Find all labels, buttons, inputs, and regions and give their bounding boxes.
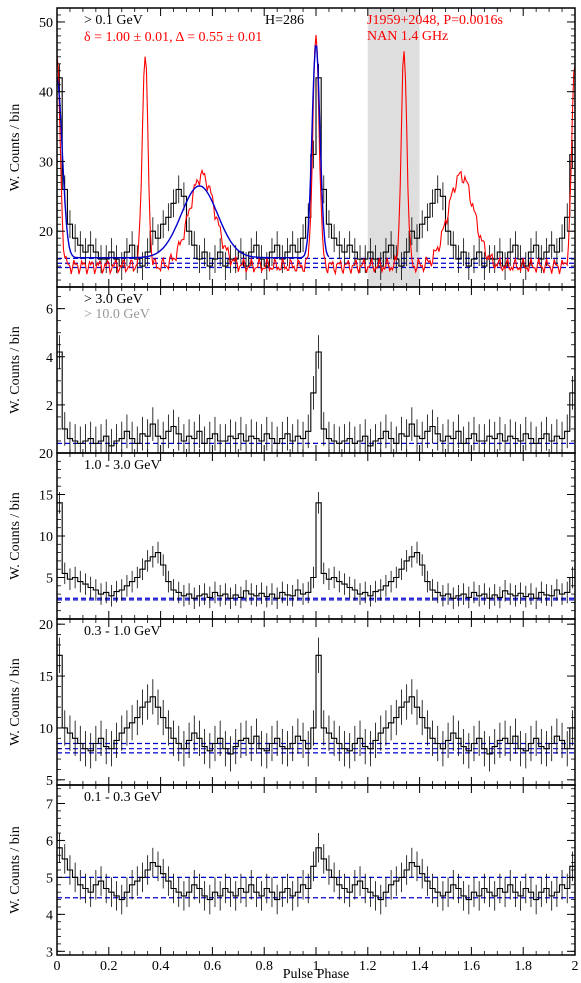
fit-model-line bbox=[57, 44, 330, 259]
panel-5: 3 4 5 6 7 W. Counts / bin 0.1 - 0.3 GeV bbox=[8, 784, 576, 960]
energy-band-label: 1.0 - 3.0 GeV bbox=[84, 458, 161, 473]
count-histogram bbox=[57, 847, 575, 901]
y-tick-label: 5 bbox=[46, 871, 53, 886]
y-tick-label: 7 bbox=[46, 797, 53, 812]
y-axis-label: W. Counts / bin bbox=[8, 326, 23, 413]
y-tick-label: 50 bbox=[39, 16, 53, 31]
panel-frame bbox=[56, 784, 576, 956]
y-tick-label: 6 bbox=[46, 834, 53, 849]
y-tick-label: 3 bbox=[46, 945, 53, 960]
y-tick-label: 15 bbox=[39, 489, 53, 504]
y-axis-label: W. Counts / bin bbox=[8, 658, 23, 745]
x-tick-label: 1.2 bbox=[359, 959, 377, 974]
count-histogram bbox=[57, 502, 575, 599]
y-tick-label: 5 bbox=[46, 774, 53, 789]
y-tick-label: 5 bbox=[46, 572, 53, 587]
x-tick-labels: 0 0.2 0.4 0.6 0.8 1 1.2 1.4 1.6 1.8 2 bbox=[54, 959, 579, 974]
x-axis: Pulse Phase bbox=[283, 967, 350, 982]
x-tick-label: 1.4 bbox=[411, 959, 429, 974]
radio-info-label: NAN 1.4 GHz bbox=[367, 29, 448, 44]
h-test-label: H=286 bbox=[265, 13, 304, 28]
y-axis-label: W. Counts / bin bbox=[8, 104, 23, 191]
count-histogram bbox=[57, 77, 575, 267]
y-axis-label: W. Counts / bin bbox=[8, 826, 23, 913]
y-tick-label: 10 bbox=[39, 530, 53, 545]
y-axis-label: W. Counts / bin bbox=[8, 492, 23, 579]
energy-band-label: 0.3 - 1.0 GeV bbox=[84, 624, 161, 639]
energy-band-label: > 0.1 GeV bbox=[84, 13, 143, 28]
panel-2: 2 4 6 W. Counts / bin > 3.0 GeV> 10.0 GeV bbox=[8, 286, 576, 454]
x-tick-label: 0.2 bbox=[100, 959, 118, 974]
x-tick-label: 0.6 bbox=[204, 959, 222, 974]
x-tick-label: 0.8 bbox=[255, 959, 273, 974]
count-histogram bbox=[57, 351, 575, 447]
x-axis-label: Pulse Phase bbox=[283, 967, 350, 982]
x-tick-label: 1 bbox=[313, 959, 320, 974]
x-tick-label: 1.8 bbox=[514, 959, 532, 974]
energy-band-label: > 3.0 GeV bbox=[84, 292, 143, 307]
off-pulse-shade bbox=[367, 8, 420, 287]
y-tick-label: 4 bbox=[46, 908, 53, 923]
panel-4: 5 10 15 20 W. Counts / bin 0.3 - 1.0 GeV bbox=[8, 618, 576, 789]
y-tick-label: 20 bbox=[39, 225, 53, 240]
y-tick-label: 20 bbox=[39, 618, 53, 633]
panel-3: 5 10 15 20 W. Counts / bin 1.0 - 3.0 GeV bbox=[8, 447, 576, 620]
radio-and-fit-curves bbox=[57, 35, 575, 276]
count-histogram bbox=[57, 654, 575, 755]
y-tick-label: 2 bbox=[46, 399, 53, 414]
energy-band-label: 0.1 - 0.3 GeV bbox=[84, 790, 161, 805]
energy-band-label: > 10.0 GeV bbox=[84, 307, 150, 322]
y-tick-label: 6 bbox=[46, 303, 53, 318]
fit-parameters-label: δ = 1.00 ± 0.01, Δ = 0.55 ± 0.01 bbox=[84, 30, 262, 45]
y-tick-label: 40 bbox=[39, 86, 53, 101]
y-tick-label: 15 bbox=[39, 670, 53, 685]
x-tick-label: 0.4 bbox=[152, 959, 170, 974]
x-tick-label: 0 bbox=[54, 959, 61, 974]
y-tick-label: 30 bbox=[39, 155, 53, 170]
radio-info-label: J1959+2048, P=0.0016s bbox=[367, 13, 503, 28]
y-tick-label: 20 bbox=[39, 447, 53, 462]
x-tick-label: 1.6 bbox=[463, 959, 481, 974]
radio-profile-line bbox=[57, 35, 575, 276]
y-tick-label: 10 bbox=[39, 722, 53, 737]
y-tick-label: 4 bbox=[46, 351, 53, 366]
x-tick-label: 2 bbox=[572, 959, 579, 974]
